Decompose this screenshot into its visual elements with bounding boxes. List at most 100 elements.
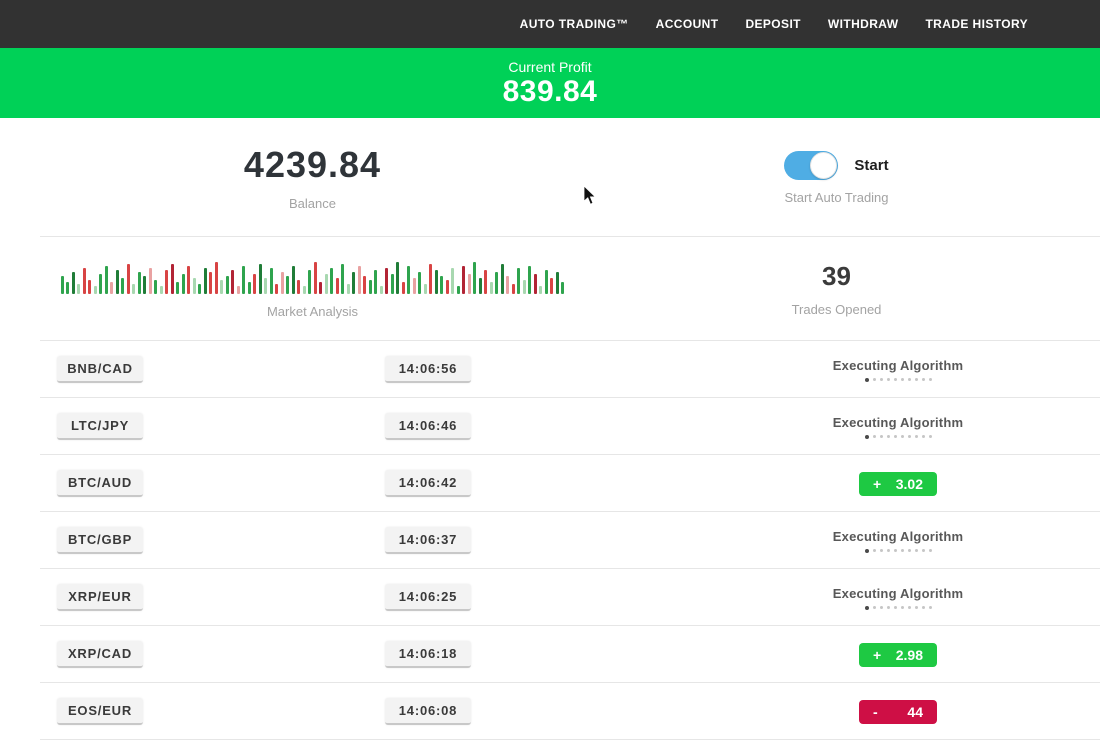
balance-label: Balance (289, 196, 336, 211)
market-bar (93, 285, 97, 294)
market-bar (478, 277, 482, 294)
progress-dot (900, 606, 904, 609)
row-divider (40, 739, 1100, 740)
market-bar (132, 283, 136, 294)
market-bar (467, 273, 471, 294)
market-bar (451, 267, 455, 294)
market-bar (352, 271, 356, 294)
market-bar (214, 261, 218, 294)
mouse-cursor-icon (583, 186, 597, 205)
market-bar (489, 281, 493, 294)
row-divider (40, 568, 1100, 569)
progress-dot (864, 548, 869, 553)
progress-dot (893, 435, 897, 438)
market-bar (280, 271, 284, 294)
loss-badge: - 44 (859, 699, 937, 724)
nav-item-withdraw[interactable]: WITHDRAW (827, 17, 899, 31)
progress-dot (872, 606, 876, 609)
progress-dot (914, 606, 918, 609)
market-bar (104, 265, 108, 294)
executing-status: Executing Algorithm (833, 529, 963, 553)
market-bar (192, 277, 196, 294)
badge-sign: - (873, 703, 878, 720)
market-bar (242, 265, 246, 294)
market-bar (225, 275, 229, 294)
trade-time-chip: 14:06:56 (385, 356, 471, 383)
market-bar (66, 281, 70, 294)
trade-pair-chip: XRP/CAD (57, 641, 143, 668)
balance-block: 4239.84 Balance (0, 118, 625, 237)
market-bar (401, 281, 405, 294)
market-bar (412, 277, 416, 294)
progress-dot (864, 434, 869, 439)
nav-item-deposit[interactable]: DEPOSIT (745, 17, 801, 31)
market-bar (286, 275, 290, 294)
market-bar (187, 265, 191, 294)
nav-item-auto-trading[interactable]: AUTO TRADING™ (519, 17, 629, 31)
progress-dot (864, 605, 869, 610)
progress-dot (879, 435, 883, 438)
trades-opened-label: Trades Opened (791, 302, 882, 317)
progress-dots (864, 605, 932, 610)
progress-dot (893, 378, 897, 381)
market-bar (209, 271, 213, 294)
progress-dot (921, 549, 925, 552)
progress-dot (879, 549, 883, 552)
market-bar (82, 267, 86, 294)
market-bar (390, 273, 394, 294)
market-bar (396, 261, 400, 294)
progress-dot (900, 549, 904, 552)
trade-time-chip: 14:06:08 (385, 698, 471, 725)
trade-pair-chip: XRP/EUR (57, 584, 143, 611)
market-bar (275, 283, 279, 294)
market-bar (269, 267, 273, 294)
trade-row: BNB/CAD 14:06:56 Executing Algorithm (0, 341, 1100, 398)
profit-badge: +3.02 (859, 471, 937, 496)
section-divider (40, 236, 1100, 237)
badge-value: 44 (907, 703, 923, 720)
market-bar (220, 279, 224, 294)
market-bar (126, 263, 130, 294)
market-bar (423, 283, 427, 294)
current-profit-value: 839.84 (502, 75, 598, 108)
market-bar (77, 283, 81, 294)
market-bar (341, 263, 345, 294)
row-divider (40, 454, 1100, 455)
market-bar (555, 271, 559, 294)
badge-sign: + (873, 646, 882, 663)
start-auto-trading-toggle[interactable] (784, 150, 839, 180)
market-bar (236, 285, 240, 294)
market-bar (462, 265, 466, 294)
progress-dot (872, 549, 876, 552)
market-bar (258, 263, 262, 294)
trade-row: BTC/AUD 14:06:42 +3.02 (0, 455, 1100, 512)
badge-value: 2.98 (895, 646, 923, 663)
balance-value: 4239.84 (243, 144, 382, 185)
market-bar (203, 267, 207, 294)
trade-time-chip: 14:06:37 (385, 527, 471, 554)
badge-sign: + (873, 475, 882, 492)
trades-opened-block: 39 Trades Opened (625, 237, 1100, 341)
progress-dot (864, 377, 869, 382)
market-bar (330, 267, 334, 294)
market-bar (71, 271, 75, 294)
nav-item-account[interactable]: ACCOUNT (655, 17, 719, 31)
market-bar (379, 285, 383, 294)
row-divider (40, 511, 1100, 512)
market-bar (456, 285, 460, 294)
progress-dot (907, 378, 911, 381)
market-bar (511, 283, 515, 294)
progress-dot (921, 606, 925, 609)
market-bar (159, 285, 163, 294)
row-divider (40, 397, 1100, 398)
market-bar (115, 269, 119, 294)
progress-dot (921, 378, 925, 381)
progress-dot (907, 549, 911, 552)
market-bar (484, 269, 488, 294)
market-analysis-label: Market Analysis (266, 303, 359, 319)
market-bar (121, 277, 125, 294)
toggle-knob-icon (810, 151, 838, 179)
progress-dot (914, 549, 918, 552)
trade-row: XRP/EUR 14:06:25 Executing Algorithm (0, 569, 1100, 626)
nav-item-trade-history[interactable]: TRADE HISTORY (925, 17, 1028, 31)
